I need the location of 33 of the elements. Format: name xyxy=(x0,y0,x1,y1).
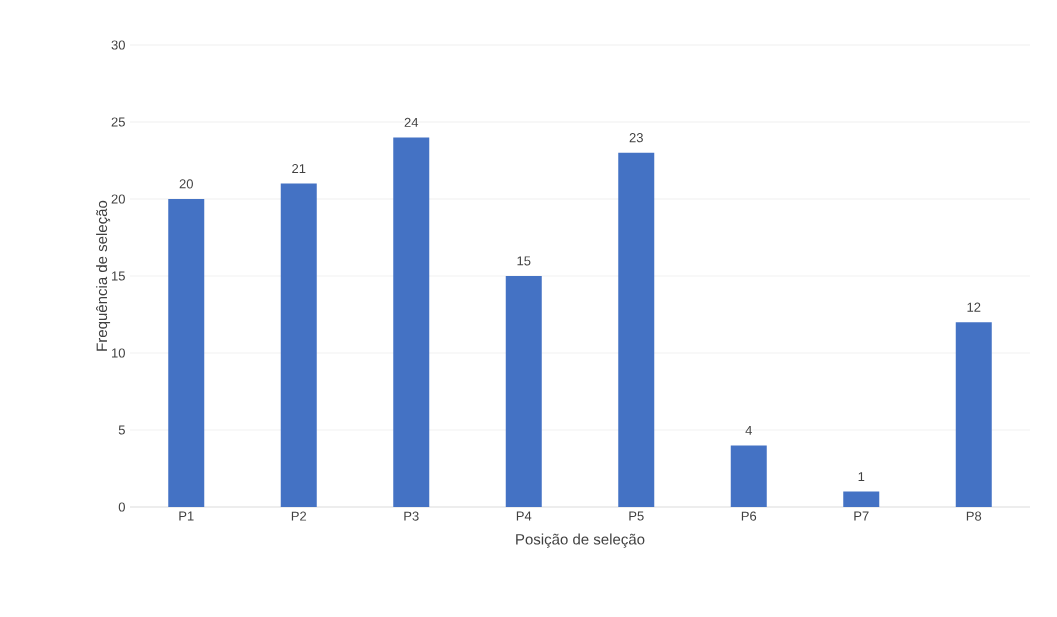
bar xyxy=(730,445,767,507)
data-label: 1 xyxy=(858,472,865,482)
y-tick-label: 5 xyxy=(118,425,125,435)
bar xyxy=(955,322,992,507)
y-tick-label: 0 xyxy=(118,502,125,512)
bar xyxy=(505,276,542,507)
y-tick-label: 25 xyxy=(111,117,125,127)
x-tick-label: P3 xyxy=(404,511,419,521)
y-tick-label: 20 xyxy=(111,194,125,204)
bar xyxy=(280,183,317,507)
y-tick-label: 15 xyxy=(111,271,125,281)
data-label: 23 xyxy=(629,133,643,143)
data-label: 4 xyxy=(745,425,752,435)
bar xyxy=(393,137,430,507)
x-tick-label: P2 xyxy=(291,511,307,521)
y-tick-label: 10 xyxy=(111,348,125,358)
bar xyxy=(618,152,655,507)
data-label: 24 xyxy=(404,117,419,127)
x-tick-label: P5 xyxy=(629,511,644,521)
x-tick-label: P4 xyxy=(516,511,532,521)
y-tick-label: 30 xyxy=(111,40,125,50)
y-axis-title: Frequência de seleção xyxy=(96,200,111,351)
data-label: 20 xyxy=(179,179,193,189)
data-label: 12 xyxy=(967,302,981,312)
x-axis-title: Posição de seleção xyxy=(516,533,645,548)
x-tick-label: P7 xyxy=(854,511,869,521)
x-tick-label: P8 xyxy=(966,511,982,521)
x-tick-label: P1 xyxy=(179,511,194,521)
x-tick-label: P6 xyxy=(741,511,757,521)
bar xyxy=(168,199,205,507)
bar xyxy=(843,491,880,507)
data-label: 15 xyxy=(517,256,531,266)
data-label: 21 xyxy=(292,163,306,174)
